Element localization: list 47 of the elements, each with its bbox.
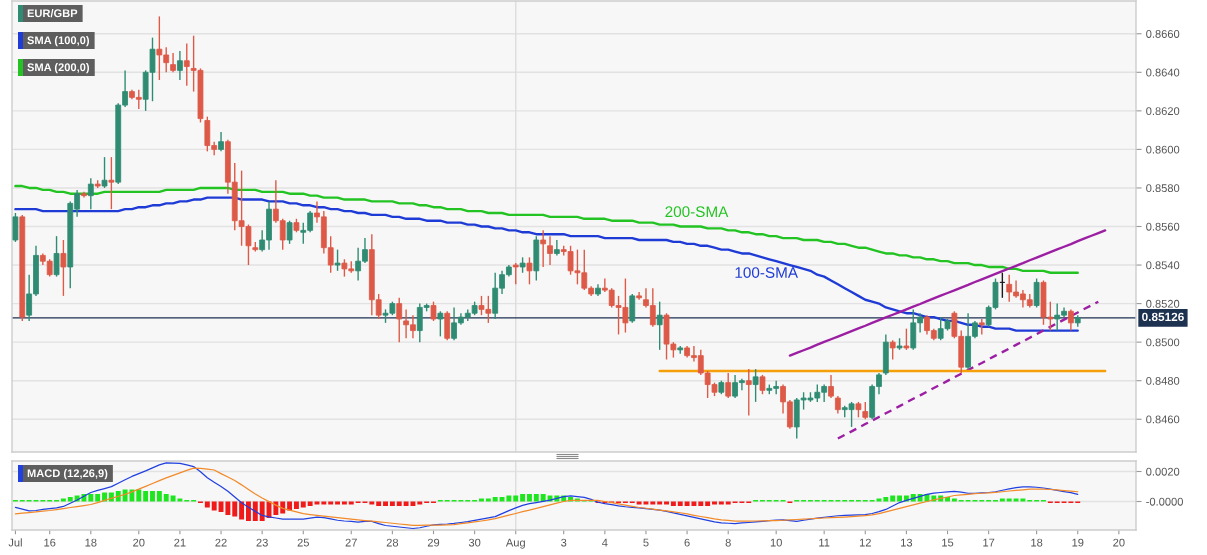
annotation: 200-SMA — [665, 206, 729, 218]
y-tick-label: 0.0020 — [1146, 467, 1180, 476]
x-tick-label: 11 — [819, 538, 830, 547]
x-tick-label: 3 — [561, 538, 567, 547]
x-tick-label: 16 — [44, 538, 56, 547]
y-tick-label: 0.8480 — [1146, 376, 1180, 385]
x-tick-label: 28 — [386, 538, 399, 547]
x-tick-label: 12 — [859, 538, 871, 547]
legend-label: SMA (200,0) — [27, 63, 90, 74]
y-tick-label: -0.0000 — [1146, 497, 1183, 506]
y-tick-label: 0.8640 — [1146, 68, 1180, 77]
x-tick-label: 22 — [215, 538, 227, 547]
y-tick-label: 0.8560 — [1146, 222, 1180, 231]
y-tick-label: 0.8600 — [1146, 145, 1180, 154]
annotation: 100-SMA — [735, 267, 799, 278]
x-tick-label: 8 — [725, 538, 731, 547]
y-tick-label: 0.8580 — [1146, 184, 1180, 193]
x-tick-label: 25 — [297, 538, 309, 547]
legend-label: EUR/GBP — [27, 9, 78, 18]
x-tick-label: 19 — [1072, 538, 1084, 547]
y-tick-label: 0.8540 — [1146, 261, 1180, 270]
ref-line-label: 0.85126 — [1142, 312, 1184, 322]
x-tick-label: 15 — [942, 538, 954, 547]
x-tick-label: 4 — [602, 538, 608, 547]
x-tick-label: 5 — [643, 538, 649, 547]
x-tick-label: 13 — [901, 538, 913, 547]
x-tick-label: 17 — [983, 538, 995, 547]
y-tick-label: 0.8460 — [1146, 415, 1180, 424]
x-tick-label: 18 — [85, 538, 97, 547]
x-tick-label: 20 — [133, 538, 145, 547]
x-tick-label: 18 — [1031, 538, 1043, 547]
x-tick-label: Aug — [505, 538, 525, 549]
legend-label: MACD (12,26,9) — [27, 469, 108, 480]
x-tick-label: 23 — [256, 538, 268, 547]
x-tick-label: 20 — [1113, 538, 1125, 547]
x-tick-label: 27 — [345, 538, 357, 547]
legend-label: SMA (100,0) — [27, 36, 90, 47]
x-tick-label: 6 — [684, 538, 690, 547]
x-tick-label: 30 — [468, 538, 481, 547]
y-tick-label: 0.8520 — [1146, 299, 1180, 308]
y-tick-label: 0.8660 — [1146, 30, 1180, 38]
y-tick-label: 0.8620 — [1146, 107, 1180, 115]
x-tick-label: 10 — [770, 538, 782, 547]
y-tick-label: 0.8500 — [1146, 338, 1180, 347]
x-tick-label: 29 — [427, 538, 440, 547]
x-tick-label: Jul — [8, 538, 22, 547]
x-tick-label: 21 — [174, 538, 186, 547]
